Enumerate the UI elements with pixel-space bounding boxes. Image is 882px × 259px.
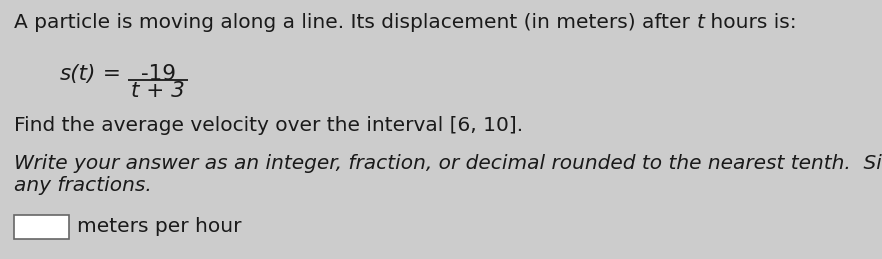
Text: hours is:: hours is:: [704, 13, 796, 32]
Text: t: t: [696, 13, 704, 32]
Text: s(t): s(t): [60, 64, 96, 84]
Text: -19: -19: [140, 64, 176, 84]
Text: t + 3: t + 3: [131, 81, 185, 101]
Text: any fractions.: any fractions.: [14, 176, 152, 195]
Text: Write your answer as an integer, fraction, or decimal rounded to the nearest ten: Write your answer as an integer, fractio…: [14, 154, 882, 173]
Text: =: =: [96, 64, 128, 84]
FancyBboxPatch shape: [14, 215, 69, 239]
Text: meters per hour: meters per hour: [77, 218, 242, 236]
Text: A particle is moving along a line. Its displacement (in meters) after: A particle is moving along a line. Its d…: [14, 13, 696, 32]
Text: Find the average velocity over the interval [6, 10].: Find the average velocity over the inter…: [14, 116, 523, 135]
